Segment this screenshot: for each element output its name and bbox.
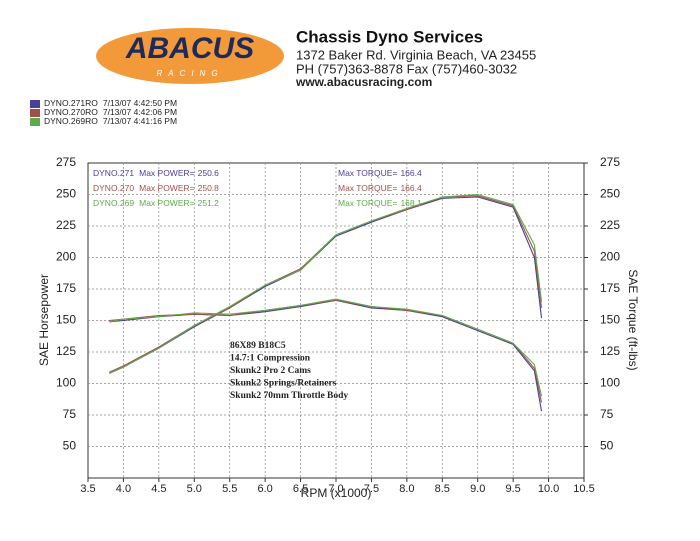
max-torque: 166.4 [400, 168, 422, 178]
max-torque-label: Max TORQUE= 166.4 [338, 168, 422, 178]
x-axis-title: RPM (x1000) [301, 486, 372, 500]
power-label: Max POWER= [139, 198, 195, 208]
x-tick-label: 6.0 [257, 483, 272, 495]
max-power: 250.8 [198, 183, 220, 193]
y-tick-label: 275 [56, 155, 76, 169]
logo-oval [96, 28, 284, 84]
power-label: Max POWER= [139, 183, 195, 193]
y2-tick-label: 75 [600, 407, 614, 421]
legend-entry: DYNO.269RO 7/13/07 4:41:16 PM [44, 116, 177, 126]
header-title: Chassis Dyno Services [296, 27, 483, 46]
x-tick-label: 8.0 [399, 483, 414, 495]
annotation: Skunk2 Springs/Retainers [230, 379, 337, 389]
y2-tick-label: 225 [600, 218, 620, 232]
legend-entry: DYNO.270RO 7/13/07 4:42:06 PM [44, 107, 177, 117]
y2-tick-label: 250 [600, 187, 620, 201]
y-tick-label: 50 [63, 439, 77, 453]
x-tick-label: 6.5 [293, 483, 308, 495]
y-tick-label: 125 [56, 344, 76, 358]
run-label: DYNO.270 [93, 183, 134, 193]
y-tick-label: 225 [56, 218, 76, 232]
legend-date: 7/13/07 4:41:16 PM [103, 116, 177, 126]
legend-name: DYNO.270RO [44, 107, 98, 117]
y2-tick-label: 200 [600, 250, 620, 264]
y-tick-label: 100 [56, 376, 76, 390]
torque-label: Max TORQUE= [338, 168, 397, 178]
y2-tick-label: 125 [600, 344, 620, 358]
torque-label: Max TORQUE= [338, 183, 397, 193]
legend-name: DYNO.269RO [44, 116, 98, 126]
max-torque-label: Max TORQUE= 166.4 [338, 183, 422, 193]
x-tick-label: 5.0 [187, 483, 202, 495]
max-power-label: DYNO.271 Max POWER= 250.6 [93, 168, 219, 178]
y-tick-label: 75 [63, 407, 77, 421]
x-tick-label: 7.0 [328, 483, 343, 495]
power-line [109, 196, 543, 374]
max-torque-label: Max TORQUE= 168.1 [338, 198, 422, 208]
legend-swatch [30, 118, 40, 126]
legend-date: 7/13/07 4:42:06 PM [103, 107, 177, 117]
power-line [109, 195, 543, 373]
max-torque: 166.4 [400, 183, 422, 193]
max-power-label: DYNO.269 Max POWER= 251.2 [93, 198, 219, 208]
y-axis-title: SAE Horsepower [37, 274, 51, 366]
logo-subtext: RACING [156, 69, 223, 78]
max-power: 250.6 [198, 168, 220, 178]
torque-line [109, 298, 543, 397]
max-torque: 168.1 [400, 198, 422, 208]
x-tick-label: 4.0 [116, 483, 131, 495]
legend-swatch [30, 109, 40, 117]
x-tick-label: 4.5 [151, 483, 166, 495]
header-web: www.abacusracing.com [295, 75, 432, 89]
x-tick-label: 9.5 [505, 483, 520, 495]
x-tick-label: 10.5 [573, 483, 594, 495]
torque-label: Max TORQUE= [338, 198, 397, 208]
logo-text: ABACUS [125, 32, 254, 65]
y2-tick-label: 100 [600, 376, 620, 390]
y2-tick-label: 150 [600, 313, 620, 327]
run-label: DYNO.269 [93, 198, 134, 208]
header-address: 1372 Baker Rd. Virginia Beach, VA 23455 [296, 47, 536, 62]
x-tick-label: 7.5 [364, 483, 379, 495]
annotation: 86X89 B18C5 [230, 341, 286, 351]
y2-tick-label: 175 [600, 281, 620, 295]
y-tick-label: 150 [56, 313, 76, 327]
power-line [109, 193, 543, 374]
legend-name: DYNO.271RO [44, 98, 98, 108]
header-phone: PH (757)363-8878 Fax (757)460-3032 [296, 61, 517, 76]
legend-entry: DYNO.271RO 7/13/07 4:42:50 PM [44, 98, 177, 108]
y-tick-label: 250 [56, 187, 76, 201]
annotation: Skunk2 Pro 2 Cams [230, 366, 311, 376]
y2-tick-label: 275 [600, 155, 620, 169]
y-tick-label: 200 [56, 250, 76, 264]
power-label: Max POWER= [139, 168, 195, 178]
y-tick-label: 175 [56, 281, 76, 295]
x-tick-label: 9.0 [470, 483, 485, 495]
x-tick-label: 5.5 [222, 483, 237, 495]
max-power: 251.2 [198, 198, 220, 208]
run-label: DYNO.271 [93, 168, 134, 178]
y2-axis-title: SAE Torque (ft-lbs) [626, 269, 640, 370]
x-tick-label: 8.5 [435, 483, 450, 495]
x-tick-label: 10.0 [538, 483, 559, 495]
max-power-label: DYNO.270 Max POWER= 250.8 [93, 183, 219, 193]
annotation: Skunk2 70mm Throttle Body [230, 391, 348, 401]
x-tick-label: 3.5 [80, 483, 95, 495]
annotation: 14.7:1 Compression [230, 354, 311, 364]
legend-swatch [30, 100, 40, 108]
legend-date: 7/13/07 4:42:50 PM [103, 98, 177, 108]
y2-tick-label: 50 [600, 439, 614, 453]
